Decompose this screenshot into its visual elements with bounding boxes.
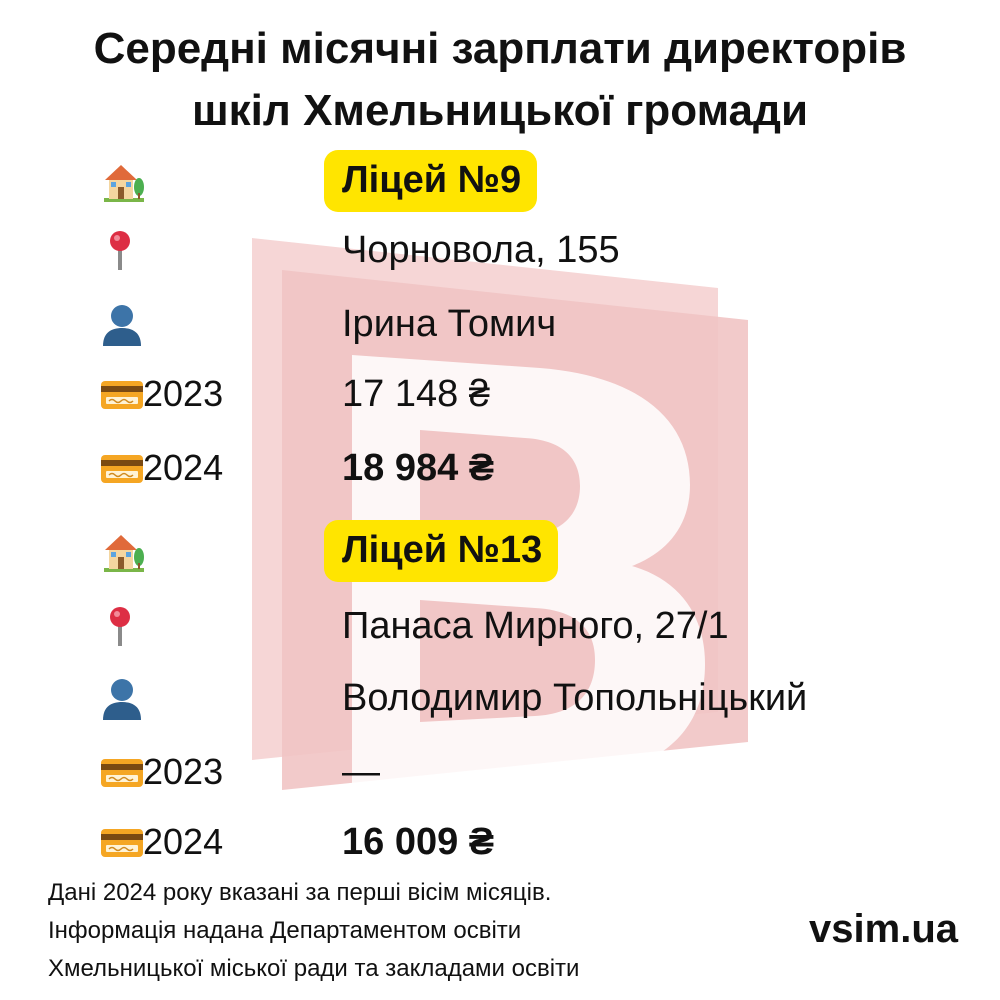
school-2-salary-2023: — bbox=[342, 751, 380, 793]
school-1-director: Ірина Томич bbox=[342, 303, 557, 345]
school-1-salary-2023: 17 148 ₴ bbox=[342, 373, 490, 415]
house-with-garden-icon bbox=[104, 535, 144, 572]
school-2-address: Панаса Мирного, 27/1 bbox=[342, 605, 729, 647]
school-2-name-row: Ліцей №13 bbox=[0, 520, 1000, 582]
school-1-salary-2023-row: 2023 17 148 ₴ bbox=[0, 364, 1000, 424]
school-1-salary-2024: 18 984 ₴ bbox=[342, 447, 495, 489]
school-2-name-badge: Ліцей №13 bbox=[324, 520, 559, 582]
school-1-address-row: Чорновола, 155 bbox=[0, 220, 1000, 280]
credit-card-icon bbox=[101, 829, 143, 857]
school-1-name-badge: Ліцей №9 bbox=[324, 150, 538, 212]
footnote-line-3: Хмельницької міської ради та закладами о… bbox=[48, 955, 580, 982]
bust-silhouette-icon bbox=[103, 679, 141, 720]
page-title: Середні місячні зарплати директорів шкіл… bbox=[0, 18, 1000, 142]
school-1-salary-2024-row: 2024 18 984 ₴ bbox=[0, 438, 1000, 498]
credit-card-icon bbox=[101, 759, 143, 787]
school-1-name-row: Ліцей №9 bbox=[0, 150, 1000, 212]
footnote-line-1: Дані 2024 року вказані за перші вісім мі… bbox=[48, 879, 552, 906]
bust-silhouette-icon bbox=[103, 305, 141, 346]
school-2-year-2023: 2023 bbox=[143, 751, 224, 792]
footnote-line-2: Інформація надана Департаментом освіти bbox=[48, 917, 522, 944]
title-line-1: Середні місячні зарплати директорів bbox=[93, 24, 907, 73]
school-2-address-row: Панаса Мирного, 27/1 bbox=[0, 596, 1000, 656]
school-2-salary-2024: 16 009 ₴ bbox=[342, 821, 495, 863]
school-2-salary-2024-row: 2024 16 009 ₴ bbox=[0, 812, 1000, 872]
house-with-garden-icon bbox=[104, 165, 144, 202]
school-2-year-2024: 2024 bbox=[143, 821, 224, 862]
school-2-director: Володимир Топольніцький bbox=[342, 677, 808, 719]
title-line-2: шкіл Хмельницької громади bbox=[191, 86, 809, 135]
school-1-year-2024: 2024 bbox=[143, 447, 224, 488]
credit-card-icon bbox=[101, 455, 143, 483]
school-2-director-row: Володимир Топольніцький bbox=[0, 668, 1000, 728]
school-1-address: Чорновола, 155 bbox=[342, 229, 620, 271]
school-1-director-row: Ірина Томич bbox=[0, 294, 1000, 354]
round-pushpin-icon bbox=[110, 231, 130, 270]
round-pushpin-icon bbox=[110, 607, 130, 646]
brand-link[interactable]: vsim.ua bbox=[809, 907, 958, 951]
school-1-year-2023: 2023 bbox=[143, 373, 224, 414]
credit-card-icon bbox=[101, 381, 143, 409]
footnote: Дані 2024 року вказані за перші вісім мі… bbox=[48, 874, 579, 988]
school-2-salary-2023-row: 2023 — bbox=[0, 742, 1000, 802]
